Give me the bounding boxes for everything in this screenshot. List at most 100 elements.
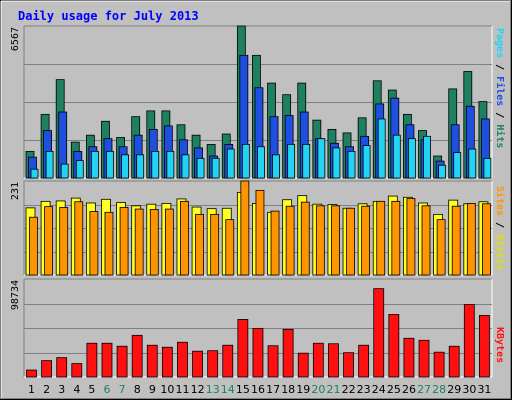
kbytes-bar (101, 342, 113, 378)
pages-bar (106, 150, 114, 179)
pages-bar (438, 164, 447, 179)
pages-bar (423, 135, 431, 179)
pages-bar (272, 154, 280, 179)
pages-bar (136, 154, 145, 179)
pages-bar (392, 134, 401, 179)
pages-bar (45, 150, 54, 179)
pages-bar (483, 157, 492, 179)
legend-visits: Visits (494, 234, 506, 270)
x-tick-label: 18 (281, 383, 295, 396)
legend-sites: Sites (494, 186, 506, 216)
kbytes-bar (297, 352, 309, 378)
kbytes-bar (328, 343, 339, 378)
kbytes-bar (373, 288, 385, 378)
sites-bar (466, 202, 476, 276)
x-tick-label: 25 (387, 383, 401, 396)
x-tick-label: 8 (134, 383, 141, 396)
kbytes-bar (86, 342, 98, 378)
x-tick-label: 9 (149, 383, 156, 396)
chart-panels: 6567 Pages / Files / Hits 231 Sites / Visit… (10, 25, 506, 378)
sites-bar (104, 211, 114, 276)
kbytes-bar (207, 350, 219, 378)
pages-bar (468, 148, 477, 179)
sites-visits-legend: Sites / Visits (494, 186, 506, 270)
pages-bar (75, 160, 84, 179)
pages-bar (347, 150, 356, 179)
x-tick-label: 24 (372, 383, 386, 396)
x-tick-label: 10 (160, 383, 174, 396)
sites-bar (376, 200, 386, 276)
sites-bar (406, 198, 416, 276)
sites-bar (180, 200, 189, 276)
pages-bar (121, 154, 129, 179)
sites-bar (391, 200, 401, 276)
sites-bar (119, 207, 129, 276)
sites-bar (300, 201, 310, 276)
kbytes-bar (312, 342, 324, 378)
x-tick-label: 31 (477, 383, 491, 396)
x-tick-label: 12 (191, 383, 205, 396)
kbytes-bar (41, 360, 52, 378)
pages-bar (151, 150, 160, 179)
kbytes-legend: KBytes (494, 327, 505, 363)
x-tick-label: 16 (251, 383, 265, 396)
x-tick-label: 5 (88, 383, 95, 396)
x-tick-label: 23 (357, 383, 371, 396)
kbytes-bar (418, 339, 430, 378)
sites-bar (451, 205, 461, 276)
kbytes-bar (479, 315, 490, 378)
kbytes-bar (358, 344, 370, 378)
kbytes-bar (26, 369, 37, 378)
sites-bar (29, 216, 38, 276)
x-tick-label: 17 (266, 383, 280, 396)
kbytes-bar (146, 344, 158, 378)
pages-bar (226, 148, 235, 179)
sites-bar (210, 213, 220, 276)
sites-bar (346, 207, 355, 276)
legend-kbytes: KBytes (494, 327, 505, 363)
sites-bar (270, 210, 280, 276)
x-tick-label: 2 (43, 383, 50, 396)
kbytes-bar (463, 304, 475, 378)
x-tick-label: 6 (104, 383, 111, 396)
hits-files-pages-legend: Pages / Files / Hits (494, 28, 506, 148)
legend-files: Files (494, 76, 506, 106)
kbytes-bar (448, 345, 460, 378)
kbytes-bar (192, 350, 203, 378)
x-tick-label: 4 (73, 383, 80, 396)
pages-bar (408, 138, 416, 179)
kbytes-bar (56, 357, 68, 378)
kbytes-ymax-label: 98734 (10, 280, 21, 310)
x-tick-label: 13 (206, 383, 220, 396)
sites-bar (482, 203, 491, 276)
sites-visits-ymax-label: 231 (10, 182, 21, 200)
sites-bar (331, 205, 340, 276)
pages-bar (241, 144, 250, 179)
kbytes-bar (161, 346, 173, 378)
pages-bar (287, 144, 296, 179)
kbytes-bar (252, 327, 264, 378)
sites-bar (44, 206, 53, 276)
legend-sep: / (494, 106, 505, 124)
x-tick-label: 19 (296, 383, 310, 396)
x-tick-label: 29 (447, 383, 461, 396)
sites-bar (59, 207, 69, 276)
x-tick-label: 26 (402, 383, 416, 396)
sites-bar (255, 189, 265, 276)
sites-bar (315, 205, 325, 276)
x-tick-label: 30 (462, 383, 476, 396)
sites-bar (421, 205, 431, 276)
kbytes-bar (116, 345, 128, 378)
pages-bar (166, 150, 175, 179)
x-axis-day-labels: 1 2 3 4 5 6 7 8 9 10 11 12 13 14 15 16 17 18 19 20 21 22 23 24 2… (28, 383, 491, 396)
kbytes-bar (267, 345, 279, 378)
sites-bar (225, 219, 235, 276)
sites-bar (74, 201, 84, 276)
pages-bar (302, 144, 311, 179)
kbytes-bar (131, 334, 143, 378)
x-tick-label: 27 (417, 383, 431, 396)
kbytes-bar (282, 328, 294, 378)
pages-bar (60, 163, 69, 179)
kbytes-bar (388, 314, 400, 378)
